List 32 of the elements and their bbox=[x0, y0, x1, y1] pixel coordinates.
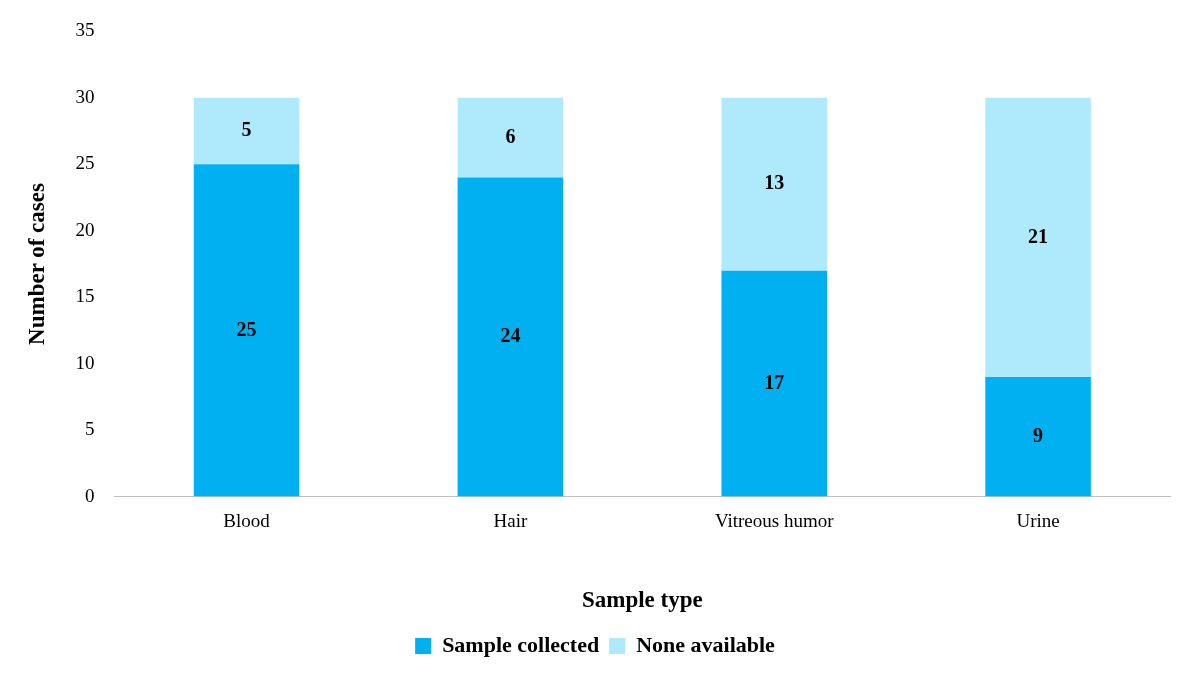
data-label: 17 bbox=[764, 370, 785, 393]
bar bbox=[985, 376, 1091, 497]
bar bbox=[721, 270, 827, 497]
x-tick-label: Vitreous humor bbox=[714, 509, 835, 531]
bar bbox=[457, 177, 564, 497]
bar bbox=[457, 97, 564, 178]
data-label: 24 bbox=[500, 324, 521, 347]
x-tick-label: Urine bbox=[1016, 509, 1060, 531]
y-tick-label: 10 bbox=[75, 351, 95, 373]
y-tick-label: 20 bbox=[75, 218, 95, 240]
y-tick-label: 5 bbox=[85, 418, 95, 440]
y-tick-label: 30 bbox=[75, 85, 95, 107]
y-tick-label: 15 bbox=[75, 285, 95, 307]
y-tick-label: 35 bbox=[75, 19, 95, 41]
data-label: 21 bbox=[1028, 224, 1049, 247]
x-tick-label: Blood bbox=[223, 509, 271, 531]
x-tick-label: Hair bbox=[493, 509, 528, 531]
bar bbox=[193, 164, 300, 497]
x-axis-title: Sample type bbox=[581, 587, 703, 613]
data-label: 13 bbox=[764, 171, 785, 194]
bar bbox=[193, 97, 300, 165]
bar bbox=[721, 97, 827, 271]
y-tick-label: 0 bbox=[85, 484, 95, 506]
data-label: 25 bbox=[236, 317, 257, 340]
y-axis-title: Number of cases bbox=[23, 183, 49, 345]
legend-label: Sample collected bbox=[442, 631, 600, 657]
data-label: 6 bbox=[505, 124, 516, 147]
data-label: 5 bbox=[241, 118, 252, 141]
data-label: 9 bbox=[1033, 423, 1044, 446]
y-tick-label: 25 bbox=[75, 152, 95, 174]
bar bbox=[985, 97, 1091, 377]
legend-label: None available bbox=[636, 631, 776, 657]
